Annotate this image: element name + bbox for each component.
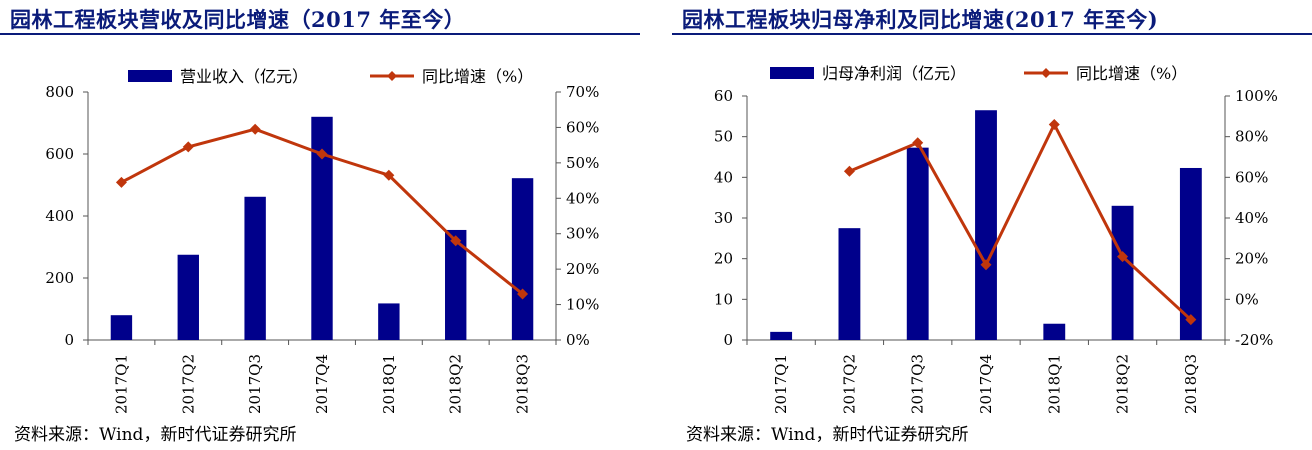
legend-label-bar: 营业收入（亿元） (180, 67, 308, 86)
growth-point (980, 259, 992, 271)
title-divider (672, 33, 1312, 35)
right-tick-label: 10% (566, 296, 599, 314)
revenue-chart: 0 200 400 600 800 0% 10% 20% 30% 40% 50% 60% 70% 2017… (45, 67, 599, 414)
left-tick-label: 10 (714, 290, 733, 308)
bar (311, 116, 333, 340)
source-note: 资料来源：Wind，新时代证券研究所 (14, 425, 297, 445)
right-tick-label: 100% (1235, 87, 1278, 105)
bar (378, 303, 400, 340)
growth-point (517, 288, 529, 300)
bar (1111, 205, 1134, 340)
x-tick-label: 2017Q1 (772, 354, 790, 414)
x-tick-label: 2018Q3 (1182, 354, 1200, 414)
chart-title: 园林工程板块营收及同比增速（2017 年至今） (10, 7, 466, 32)
growth-point (383, 169, 395, 181)
bar (511, 178, 534, 340)
chart-title: 园林工程板块归母净利及同比增速(2017 年至今) (682, 7, 1159, 32)
growth-point (316, 148, 328, 160)
legend-swatch-marker (387, 71, 397, 81)
growth-point (249, 123, 261, 135)
x-tick-label: 2017Q3 (246, 354, 264, 414)
left-tick-label: 40 (714, 168, 733, 186)
bar (1043, 323, 1066, 340)
bar (906, 147, 929, 340)
chart-panel-net-profit: 园林工程板块归母净利及同比增速(2017 年至今) 0 10 20 30 40 50 60 -… (672, 0, 1312, 450)
legend-swatch-bar (770, 67, 814, 79)
right-tick-label: 0% (566, 331, 590, 349)
legend-swatch-marker (1041, 68, 1051, 78)
growth-line (848, 121, 1192, 321)
right-tick-label: 40% (1235, 209, 1268, 227)
growth-point (182, 141, 194, 153)
right-tick-label: 50% (566, 154, 599, 172)
left-tick-label: 60 (714, 87, 733, 105)
growth-point (1117, 251, 1129, 263)
legend-swatch-bar (128, 70, 172, 82)
x-tick-label: 2018Q2 (447, 354, 465, 414)
right-tick-label: 60% (1235, 168, 1268, 186)
bar (445, 229, 467, 340)
left-tick-label: 200 (45, 269, 74, 287)
growth-point (115, 176, 127, 188)
net-profit-chart: 0 10 20 30 40 50 60 -20% 0% 20% 40% 60% 80% 100% 2017Q… (714, 64, 1278, 414)
right-tick-label: 20% (1235, 250, 1268, 268)
left-tick-label: 800 (45, 83, 74, 101)
left-tick-label: 30 (714, 209, 733, 227)
chart-panel-revenue: 园林工程板块营收及同比增速（2017 年至今） 0 200 400 600 800 0% 1… (0, 0, 640, 450)
x-tick-label: 2018Q1 (1045, 354, 1063, 414)
left-tick-label: 0 (64, 331, 74, 349)
right-tick-label: 80% (1235, 128, 1268, 146)
x-tick-label: 2018Q2 (1114, 354, 1132, 414)
x-tick-label: 2018Q3 (514, 354, 532, 414)
x-tick-label: 2017Q4 (313, 354, 331, 414)
title-divider (0, 33, 640, 35)
right-tick-label: 60% (566, 118, 599, 136)
right-tick-label: -20% (1235, 331, 1273, 349)
bar (770, 331, 793, 340)
left-tick-label: 20 (714, 250, 733, 268)
source-note: 资料来源：Wind，新时代证券研究所 (686, 425, 969, 445)
growth-point (912, 137, 924, 149)
left-tick-label: 400 (45, 207, 74, 225)
bar (177, 254, 199, 340)
legend-label-line: 同比增速（%） (1076, 64, 1187, 83)
x-tick-label: 2017Q1 (112, 354, 130, 414)
x-tick-label: 2017Q2 (840, 354, 858, 414)
bar (838, 228, 861, 340)
left-tick-label: 50 (714, 128, 733, 146)
right-tick-label: 40% (566, 189, 599, 207)
right-tick-label: 70% (566, 83, 599, 101)
bar (244, 196, 266, 340)
legend-label-line: 同比增速（%） (422, 67, 533, 86)
left-tick-label: 0 (723, 331, 733, 349)
growth-point (450, 235, 462, 247)
growth-point (1048, 118, 1060, 130)
x-tick-label: 2018Q1 (380, 354, 398, 414)
right-tick-label: 30% (566, 225, 599, 243)
bar (110, 315, 133, 340)
bar (975, 110, 997, 340)
right-tick-label: 0% (1235, 290, 1259, 308)
bar (1179, 167, 1202, 340)
legend-label-bar: 归母净利润（亿元） (822, 64, 966, 83)
right-tick-label: 20% (566, 260, 599, 278)
growth-point (843, 165, 855, 177)
x-tick-label: 2017Q4 (977, 354, 995, 414)
x-tick-label: 2017Q3 (909, 354, 927, 414)
left-tick-label: 600 (45, 145, 74, 163)
growth-point (1185, 314, 1197, 326)
x-tick-label: 2017Q2 (179, 354, 197, 414)
